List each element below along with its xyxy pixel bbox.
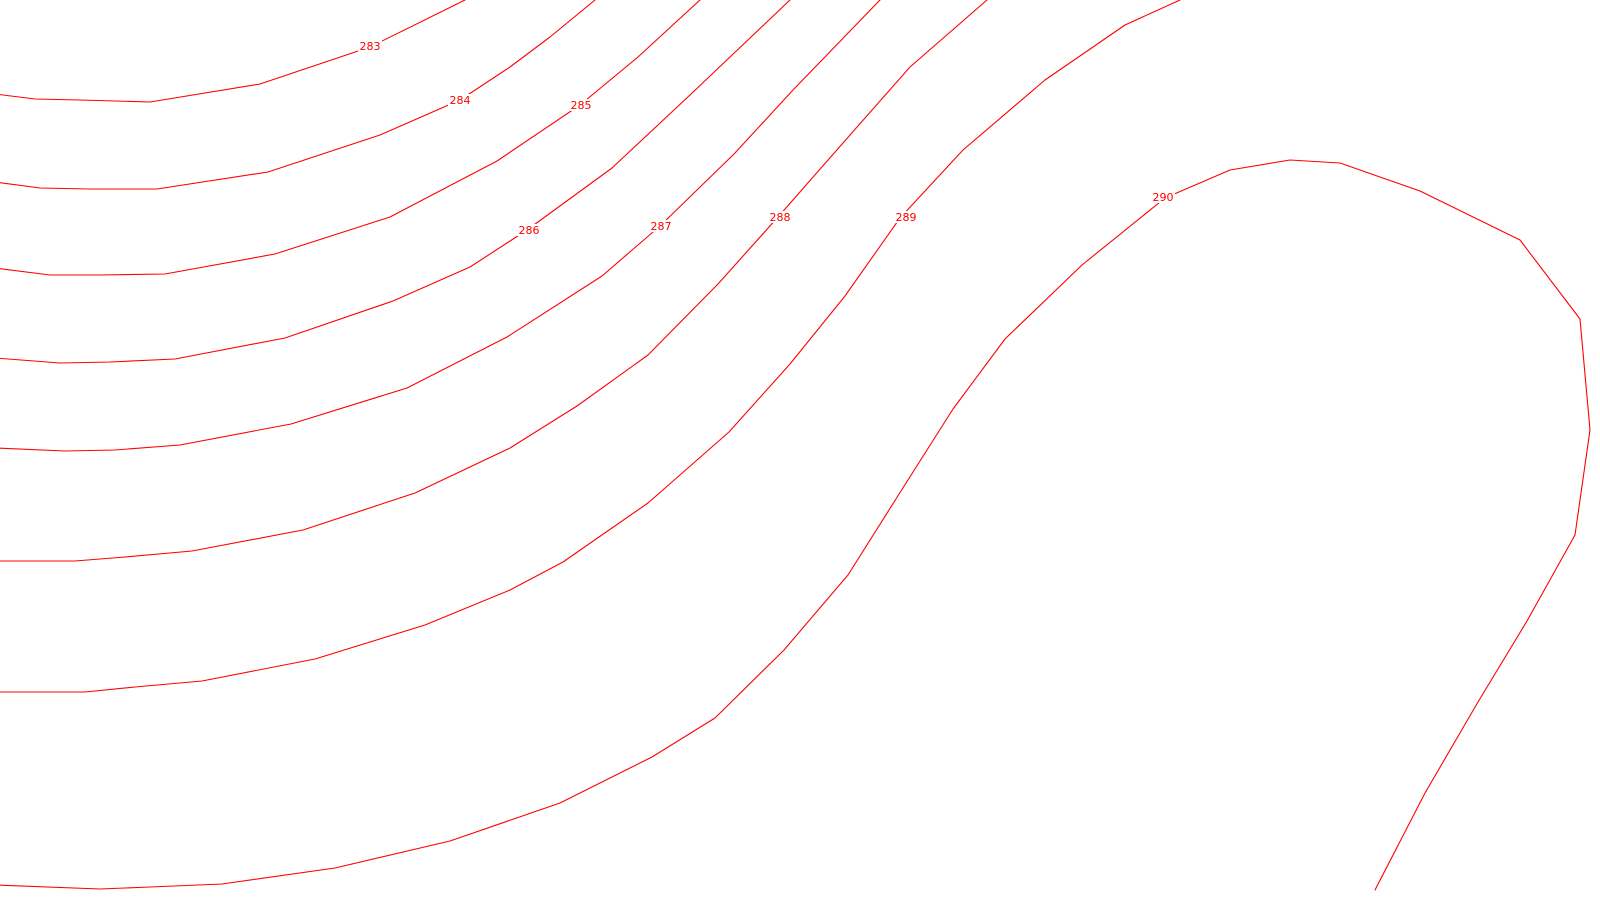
contour-line-286 (0, 0, 791, 364)
contour-label-background-289 (894, 211, 918, 223)
contour-line-287 (0, 0, 881, 452)
contour-label-287: 287 (651, 220, 672, 233)
contour-label-background-283 (358, 40, 382, 52)
contour-label-background-290 (1151, 191, 1175, 203)
contour-line-283 (0, 0, 466, 103)
contour-labels-layer: 283 284 285 286 287 288 289 290 (358, 40, 1175, 237)
contour-label-283: 283 (360, 40, 381, 53)
contour-label-288: 288 (770, 211, 791, 224)
contour-line-284 (0, 0, 596, 190)
contour-line-290 (0, 159, 1591, 891)
contour-label-background-286 (517, 224, 541, 236)
contour-label-background-288 (768, 211, 792, 223)
contour-line-289 (0, 0, 1181, 693)
contour-label-286: 286 (519, 224, 540, 237)
contour-line-285 (0, 0, 701, 276)
contour-label-background-287 (649, 220, 673, 232)
contour-label-290: 290 (1153, 191, 1174, 204)
contour-label-284: 284 (450, 94, 471, 107)
contour-label-background-284 (448, 94, 472, 106)
contour-label-285: 285 (571, 99, 592, 112)
contour-line-288 (0, 0, 988, 562)
contour-label-background-285 (569, 99, 593, 111)
contour-label-289: 289 (896, 211, 917, 224)
